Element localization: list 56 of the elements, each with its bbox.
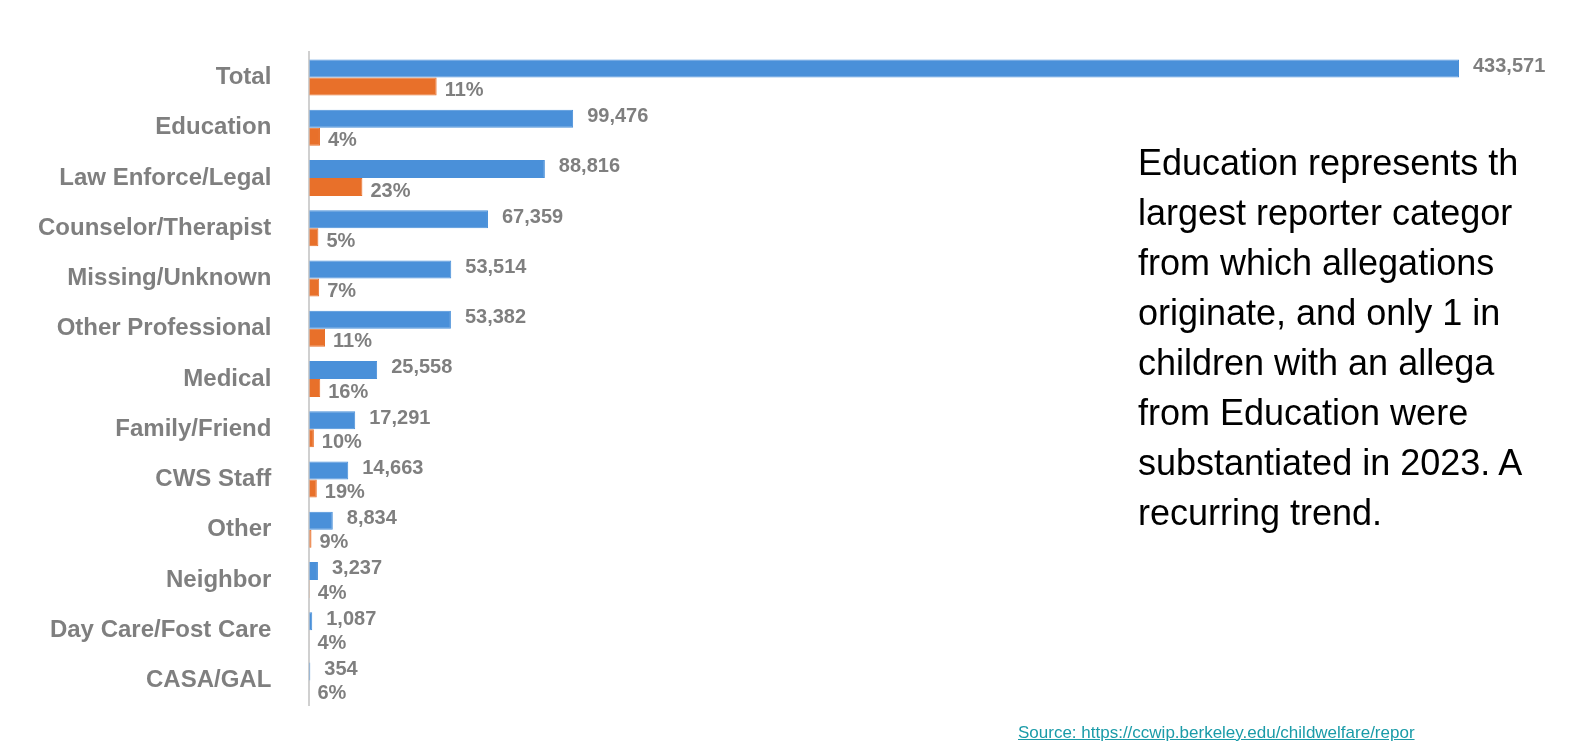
annotation: 7%	[327, 279, 357, 302]
data-label: 17,291	[369, 405, 431, 428]
y-tick-label: Counselor/Therapist	[37, 212, 272, 240]
bar	[309, 210, 488, 229]
annotation: 11%	[444, 78, 484, 101]
data-label: 99,476	[587, 104, 649, 127]
annotation: 6%	[317, 681, 347, 704]
bar	[309, 411, 356, 430]
bar	[309, 461, 349, 480]
data-label: 3,237	[331, 556, 383, 579]
y-tick-label: CASA/GAL	[146, 665, 272, 693]
bar	[309, 479, 317, 498]
data-label: 1,087	[326, 606, 377, 629]
bar	[309, 511, 333, 530]
data-label: 8,834	[346, 506, 398, 529]
annotation: 9%	[319, 530, 349, 553]
y-tick-label: Total	[215, 62, 272, 90]
annotation: 11%	[333, 329, 373, 352]
y-tick-label: CWS Staff	[155, 464, 273, 492]
y-tick-label: Medical	[183, 363, 272, 391]
data-label: 433,571	[1473, 53, 1546, 76]
data-label: 88,816	[558, 154, 621, 177]
annotation: 16%	[328, 379, 369, 402]
bar	[309, 561, 318, 580]
bar	[309, 360, 378, 379]
y-tick-label: Education	[155, 112, 272, 140]
annotation: 4%	[317, 580, 347, 603]
bar	[309, 109, 574, 128]
y-tick-label: Other	[207, 514, 272, 542]
bar	[309, 260, 452, 279]
annotation: 10%	[321, 429, 363, 452]
data-label: 53,514	[465, 254, 528, 277]
bar	[309, 59, 1459, 78]
annotation: 4%	[317, 630, 347, 653]
y-tick-label: Family/Friend	[115, 413, 272, 441]
annotation: 19%	[324, 480, 366, 503]
data-label: 354	[324, 656, 359, 679]
data-label: 14,663	[362, 455, 424, 478]
y-tick-label: Law Enforce/Legal	[59, 162, 272, 190]
y-tick-label: Day Care/Fost Care	[49, 614, 272, 642]
y-tick-label: Missing/Unknown	[67, 263, 272, 291]
annotation: Education represents th largest reporter categor from which allegations originate, and only 1 in children with an allega from Education were substantiated in 2023. A recurring trend.	[1138, 141, 1522, 535]
source-note: Source: https://ccwip.berkeley.edu/childwelfare/repor	[1018, 723, 1415, 743]
bar	[309, 159, 545, 179]
data-label: 25,558	[391, 355, 453, 378]
annotation: 23%	[370, 178, 411, 201]
annotation: 5%	[326, 228, 356, 251]
y-tick-label: Neighbor	[166, 564, 272, 592]
data-label: 67,359	[501, 204, 564, 227]
bar	[309, 310, 451, 329]
y-tick-label: Other Professional	[56, 313, 272, 341]
data-label: 53,382	[464, 305, 527, 328]
bar	[309, 77, 437, 96]
bar	[309, 278, 320, 297]
bar	[309, 178, 363, 197]
annotation: 4%	[327, 128, 358, 151]
